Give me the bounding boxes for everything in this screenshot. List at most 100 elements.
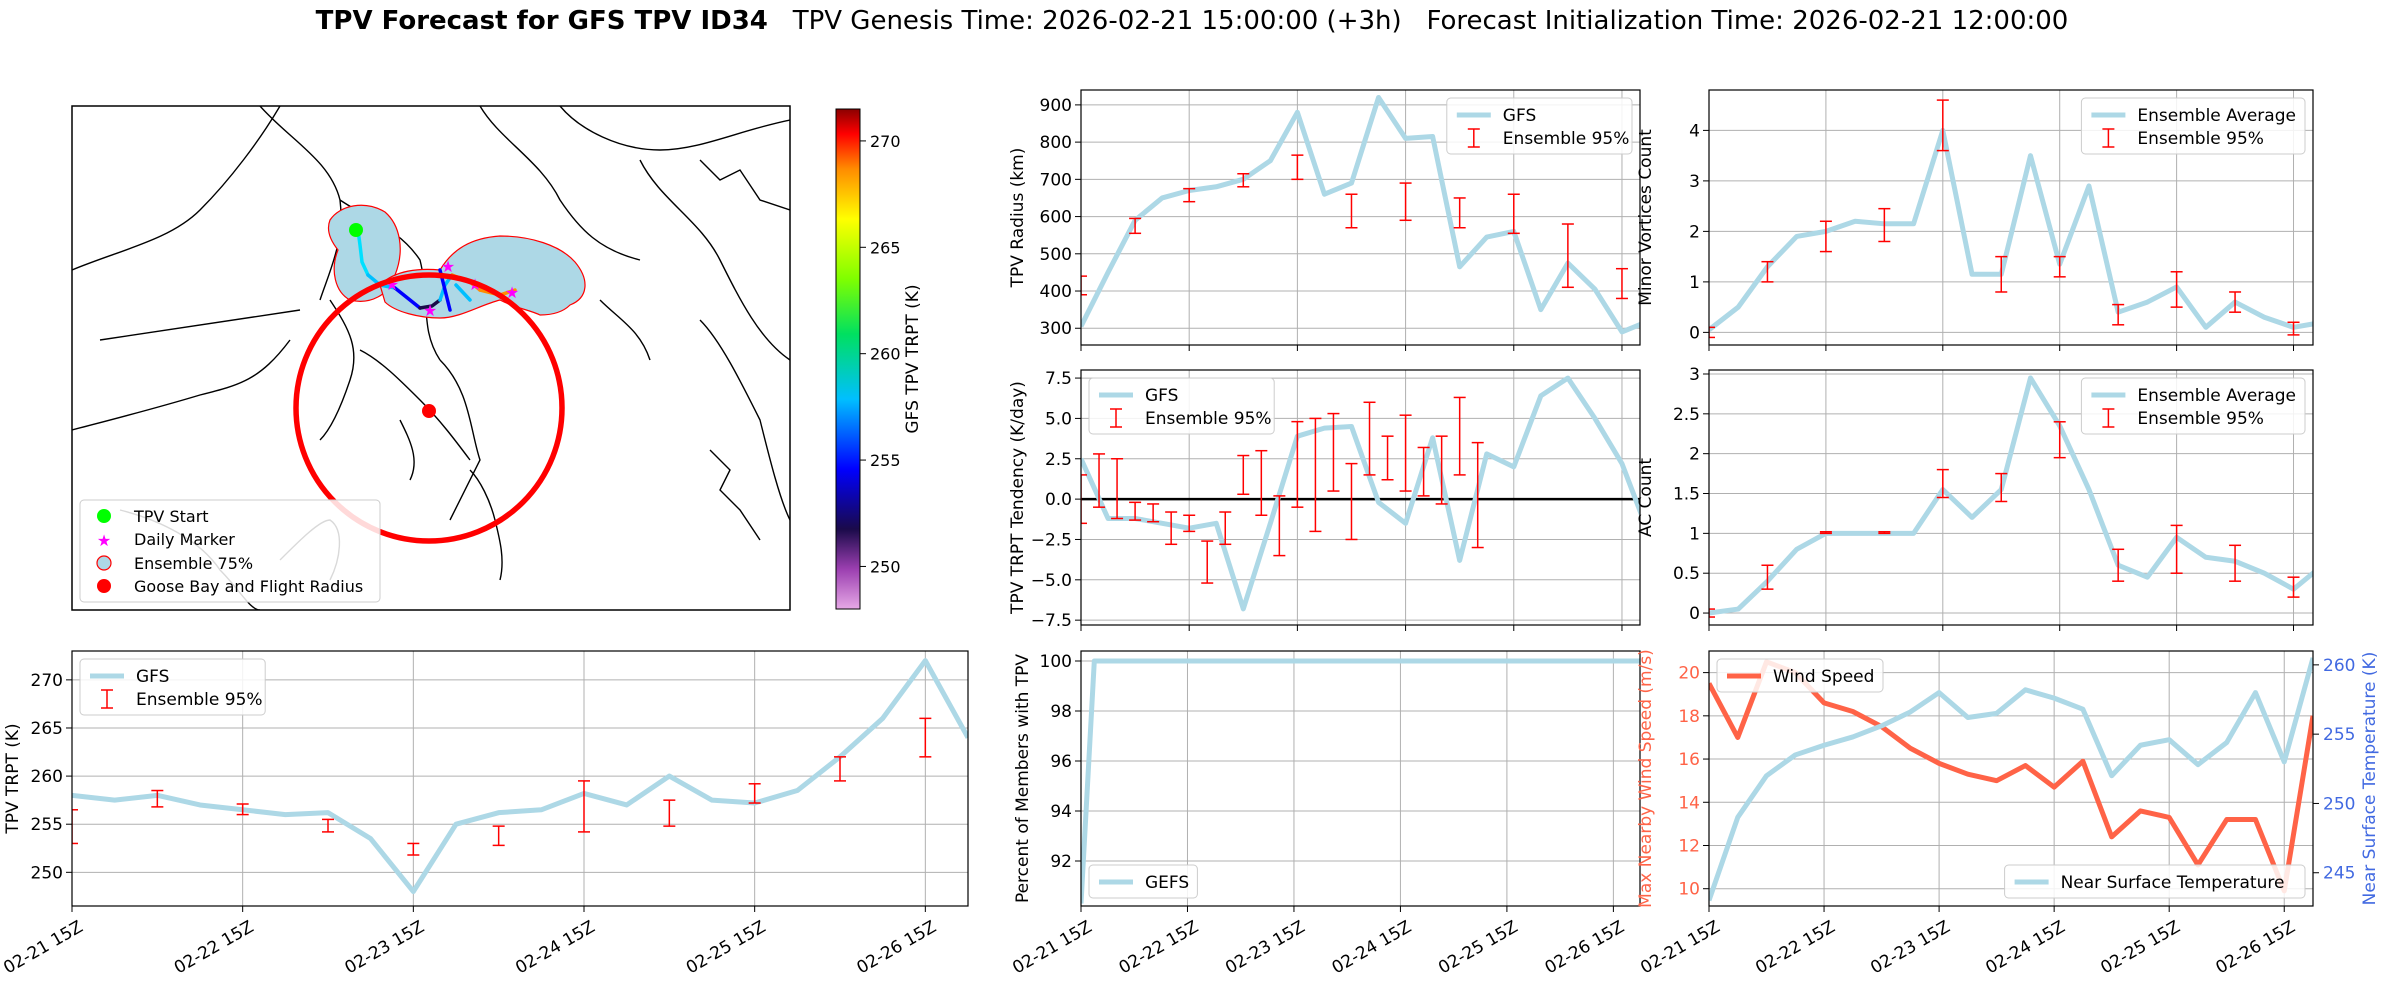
legend-label: Ensemble 95% [2137, 409, 2264, 429]
errorbar [2287, 576, 2300, 598]
errorbar [919, 717, 932, 758]
errorbar [72, 809, 78, 845]
errorbar [1081, 275, 1087, 296]
ytick-label: 92 [1050, 852, 1072, 872]
errorbar [1111, 458, 1124, 520]
figure-title-bold: TPV Forecast for GFS TPV ID34 [315, 6, 768, 36]
errorbar [1878, 531, 1891, 535]
errorbar [407, 842, 420, 856]
colorbar-tick-label: 260 [870, 345, 901, 364]
ytick-label: 1 [1689, 273, 1700, 293]
ylabel: TPV TRPT (K) [3, 723, 23, 834]
xtick-label: 02-22 15Z [1752, 917, 1838, 978]
chart-minor: 0 1 2 3 4 Minor Vortices Count Ensemble Averag… [1636, 89, 2314, 351]
figure-title-init: Forecast Initialization Time: 2026-02-21… [1426, 6, 2069, 36]
chart-trpt: 250 255 260 265 270 TPV TRPT (K) 02-21 15Z 02-2… [0, 650, 969, 978]
ytick-label: 3 [1689, 172, 1700, 192]
ytick-label: 96 [1050, 752, 1072, 772]
legend-box [2080, 377, 2306, 435]
y2label: Near Surface Temperature (K) [2360, 652, 2380, 906]
errorbar [1995, 472, 2008, 503]
chart-legend: GEFS [1088, 864, 1198, 899]
chart-frame [1080, 369, 1641, 626]
legend-label: Ensemble Average [2137, 106, 2296, 126]
errorbar [1417, 446, 1430, 497]
ytick-label: 100 [1040, 652, 1072, 672]
ytick-label: 10 [1678, 880, 1700, 900]
series-line-gfs [1081, 375, 1640, 612]
map-legend: TPV Start ★ Daily Marker Ensemble 75% Go… [79, 499, 381, 603]
xtick-label: 02-25 15Z [2097, 917, 2183, 978]
figure-title-genesis: TPV Genesis Time: 2026-02-21 15:00:00 (+… [792, 6, 1402, 36]
xtick-label: 02-23 15Z [1222, 917, 1308, 978]
chart-legend: GFS Ensemble 95% [1446, 97, 1633, 155]
xtick-label: 02-24 15Z [1982, 917, 2068, 978]
legend-label: Ensemble 95% [1145, 409, 1272, 429]
ytick-label: 3 [1689, 365, 1700, 385]
errorbar [1237, 173, 1250, 188]
xtick-label: 02-22 15Z [171, 917, 257, 978]
ytick-label: 0 [1689, 323, 1700, 343]
xtick-label: 02-26 15Z [854, 917, 940, 978]
colorbar-tick-label: 255 [870, 451, 901, 470]
xtick-label: 02-25 15Z [1435, 917, 1521, 978]
chart-frame [1708, 650, 2314, 907]
errorbar [1345, 193, 1358, 229]
plot-area [1709, 99, 2313, 339]
ytick-label: 900 [1040, 96, 1072, 116]
goose-bay-flight-radius [293, 272, 565, 544]
errorbar [1273, 495, 1286, 557]
errorbar [2112, 548, 2125, 582]
ytick-label: 260 [31, 767, 63, 787]
series-line-gefs [1081, 658, 1640, 904]
svg-text:★: ★ [423, 301, 437, 320]
series-line-near-surface-temperature [1709, 657, 2313, 902]
errorbar [1147, 503, 1160, 523]
ytick-label: 4 [1689, 121, 1700, 141]
colorbar-ticks: 250 255 260 265 270 [860, 132, 901, 576]
errorbar [1201, 540, 1214, 584]
figure-title: TPV Forecast for GFS TPV ID34 TPV Genesi… [0, 6, 2384, 36]
series-line-ensemble-average [1709, 375, 2313, 616]
errorbar [834, 756, 846, 782]
errorbar [1761, 260, 1774, 283]
ytick-label: 14 [1678, 793, 1700, 813]
legend-label: GFS [136, 667, 169, 687]
ytick-label: 400 [1040, 282, 1072, 302]
map-coastlines [72, 106, 790, 610]
errorbar [1237, 454, 1250, 496]
errorbar [1453, 197, 1466, 229]
errorbar [1615, 267, 1628, 300]
map-legend-goosebay-label: Goose Bay and Flight Radius [134, 577, 363, 596]
y2tick-label: 250 [2323, 794, 2355, 814]
legend-box [1716, 658, 1884, 693]
xtick-label: 02-21 15Z [0, 917, 86, 978]
legend-label: GEFS [1145, 873, 1189, 893]
chart-radius: 300 400 500 600 700 800 900 TPV Radius (km) GFS E… [1008, 89, 1641, 351]
errorbar [2229, 291, 2242, 313]
legend-label: Ensemble Average [2137, 386, 2296, 406]
ytick-label: −2.5 [1031, 530, 1072, 550]
ytick-label: 0 [1689, 604, 1700, 624]
errorbar [1129, 501, 1142, 521]
chart-percent: 92 94 96 98 100 Percent of Members with TPV 02… [1009, 650, 1641, 978]
xtick-label: 02-22 15Z [1116, 917, 1202, 978]
ytick-label: 800 [1040, 133, 1072, 153]
series-line-ensemble-average [1709, 127, 2313, 332]
errorbar [1561, 223, 1574, 289]
chart-tendency: −7.5 −5.0 −2.5 0.0 2.5 5.0 7.5 TPV TRPT Tendenc… [1008, 369, 1641, 631]
errorbar [1709, 326, 1715, 339]
errorbar [2112, 303, 2125, 326]
plot-area [1081, 375, 1640, 612]
xtick-label: 02-26 15Z [2212, 917, 2298, 978]
xtick-label: 02-21 15Z [1009, 917, 1095, 978]
xtick-label: 02-21 15Z [1637, 917, 1723, 978]
ensemble-75-area-east [379, 235, 586, 319]
chart-legend: Near Surface Temperature [2004, 864, 2306, 899]
svg-text:★: ★ [505, 283, 519, 302]
ytick-label: −5.0 [1031, 571, 1072, 591]
chart-frame [1080, 650, 1641, 907]
chart-legend: GFS Ensemble 95% [1088, 377, 1275, 435]
legend-box [1088, 377, 1275, 435]
legend-label: Ensemble 95% [2137, 129, 2264, 149]
